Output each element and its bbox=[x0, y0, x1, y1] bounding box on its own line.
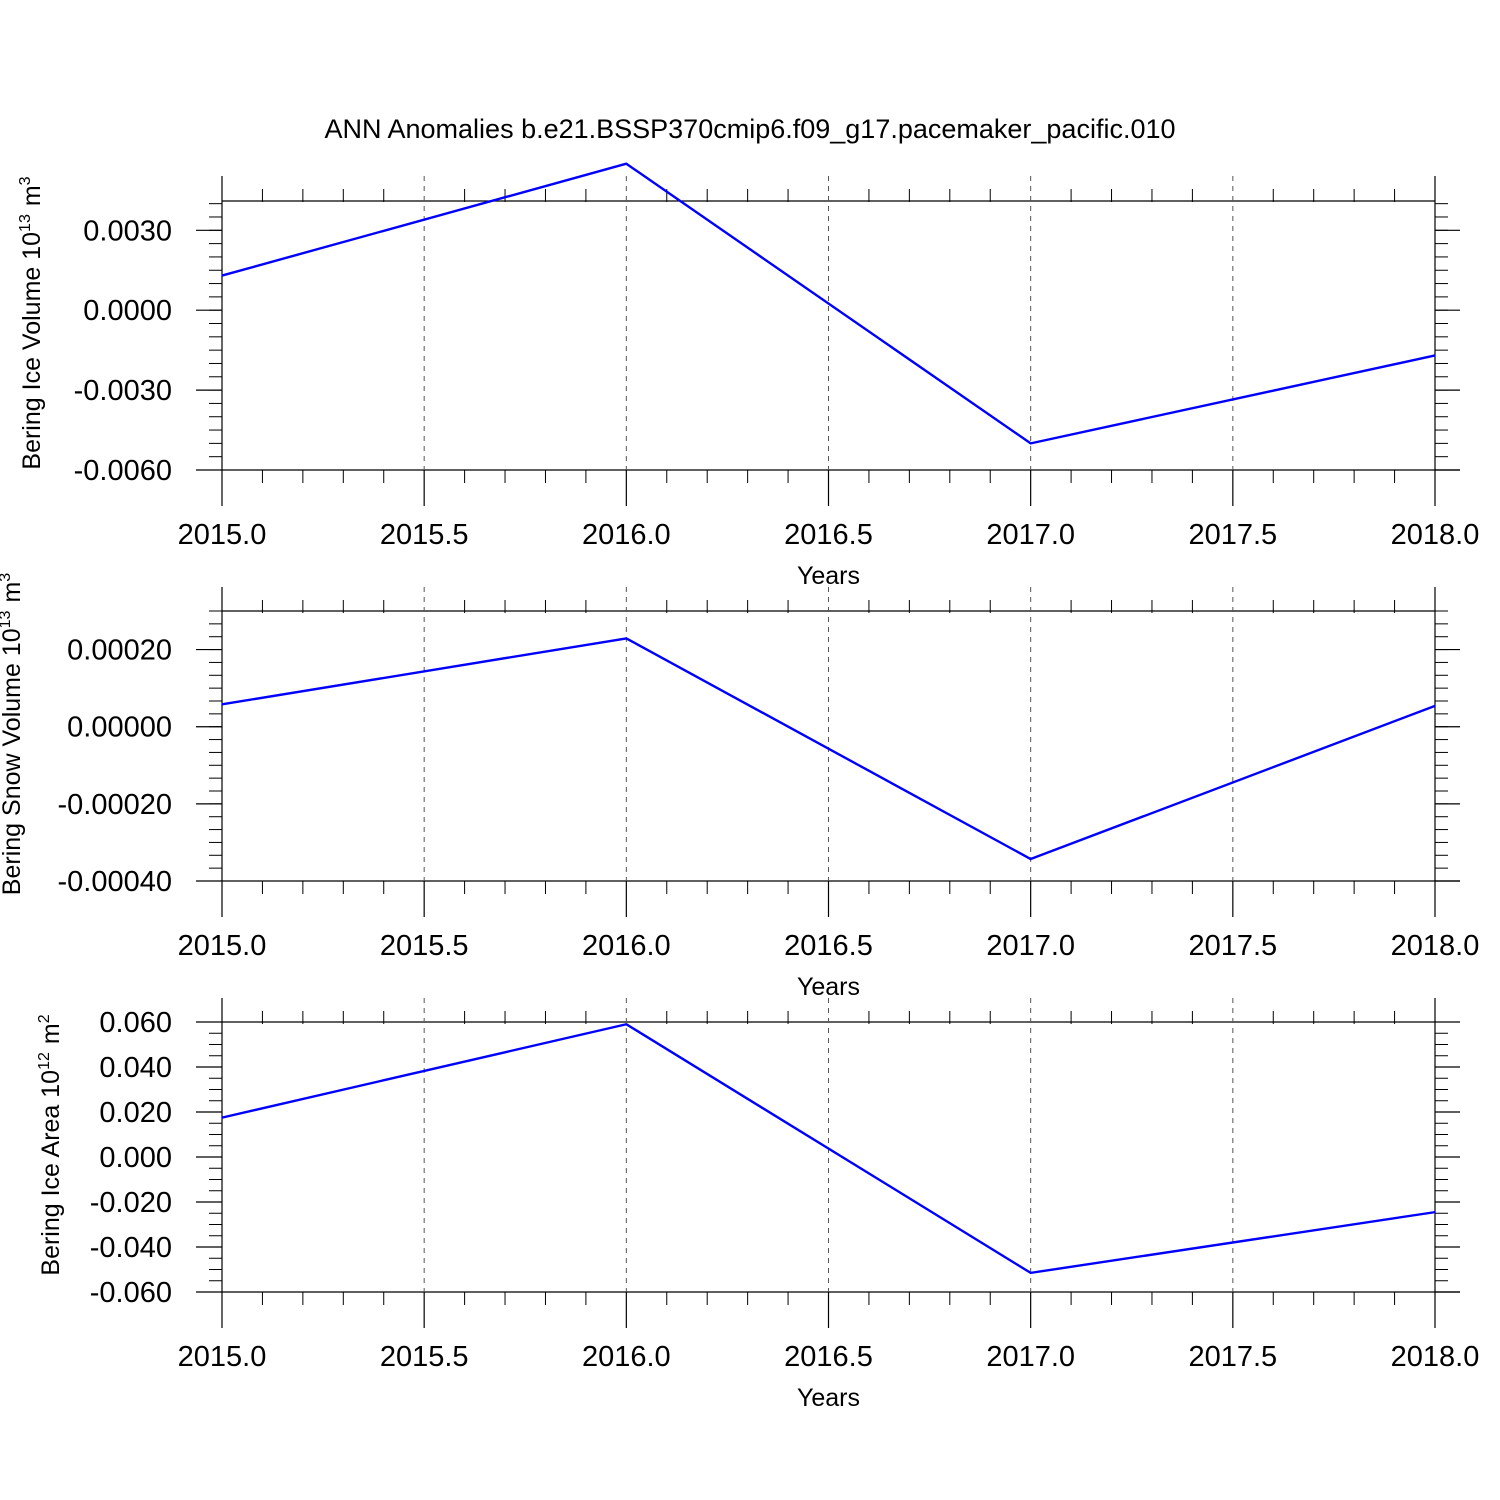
y-axis-title-ylabel-unit: m bbox=[37, 1023, 65, 1044]
x-tick-label: 2015.0 bbox=[178, 519, 267, 551]
series-line bbox=[221, 637, 1436, 861]
x-tick-label: 2017.5 bbox=[1188, 930, 1277, 962]
y-axis-title-ylabel-unit-exp: 2 bbox=[36, 1014, 53, 1023]
x-tick-label: 2016.0 bbox=[582, 1341, 671, 1373]
figure-title: ANN Anomalies b.e21.BSSP370cmip6.f09_g17… bbox=[324, 114, 1175, 144]
x-tick-label: 2017.0 bbox=[986, 519, 1075, 551]
y-axis-title: Bering Snow Volume 1013 m3 bbox=[0, 573, 26, 895]
x-tick-label: 2016.0 bbox=[582, 519, 671, 551]
y-axis-title: Bering Ice Area 1012 m2 bbox=[36, 1014, 65, 1275]
y-axis-title-ylabel: Bering Snow Volume 10 bbox=[0, 628, 26, 895]
x-tick-label: 2015.5 bbox=[380, 930, 469, 962]
y-axis-title-ylabel-unit-exp: 3 bbox=[0, 573, 14, 582]
y-tick-label: -0.060 bbox=[90, 1277, 172, 1309]
x-tick-label: 2016.5 bbox=[784, 1341, 873, 1373]
x-tick-label: 2016.0 bbox=[582, 930, 671, 962]
x-tick-label: 2018.0 bbox=[1391, 519, 1480, 551]
y-tick-label: 0.060 bbox=[99, 1007, 172, 1039]
y-tick-label: -0.00020 bbox=[58, 789, 173, 821]
series-line bbox=[221, 1023, 1436, 1275]
x-tick-label: 2017.0 bbox=[986, 930, 1075, 962]
panel-3: 2015.0 2015.5 2016.0 2016.5 2017.0 2017.5 2018… bbox=[36, 998, 1479, 1412]
x-tick-label: 2017.5 bbox=[1188, 1341, 1277, 1373]
x-tick-label: 2016.5 bbox=[784, 930, 873, 962]
y-tick-label: -0.0030 bbox=[74, 375, 172, 407]
y-tick-label: 0.00020 bbox=[67, 635, 172, 667]
panel-1: 2015.0 2015.5 2016.0 2016.5 2017.0 2017.5 2018… bbox=[17, 162, 1480, 590]
x-axis-title: Years bbox=[797, 1384, 860, 1412]
x-tick-label: 2015.0 bbox=[178, 1341, 267, 1373]
y-axis-title-ylabel-exp: 12 bbox=[36, 1052, 53, 1070]
x-axis-title: Years bbox=[797, 562, 860, 590]
x-axis-title: Years bbox=[797, 973, 860, 1001]
x-tick-label: 2017.0 bbox=[986, 1341, 1075, 1373]
x-tick-label: 2018.0 bbox=[1391, 930, 1480, 962]
panel-2: 2015.0 2015.5 2016.0 2016.5 2017.0 2017.5 2018… bbox=[0, 573, 1479, 1001]
y-tick-label: 0.0000 bbox=[83, 295, 172, 327]
y-tick-label: -0.0060 bbox=[74, 455, 172, 487]
y-axis-title-ylabel-exp: 13 bbox=[17, 214, 34, 232]
y-axis-title-ylabel-unit-exp: 3 bbox=[17, 176, 34, 185]
y-axis-title: Bering Ice Volume 1013 m3 bbox=[17, 176, 46, 469]
x-tick-label: 2015.5 bbox=[380, 519, 469, 551]
panels: 2015.0 2015.5 2016.0 2016.5 2017.0 2017.5 2018… bbox=[0, 162, 1480, 1412]
y-axis-title-ylabel-unit: m bbox=[0, 582, 26, 603]
series-line bbox=[221, 162, 1436, 445]
y-tick-label: 0.00000 bbox=[67, 712, 172, 744]
x-tick-label: 2018.0 bbox=[1391, 1341, 1480, 1373]
y-tick-label: 0.020 bbox=[99, 1097, 172, 1129]
x-tick-label: 2017.5 bbox=[1188, 519, 1277, 551]
x-tick-label: 2016.5 bbox=[784, 519, 873, 551]
y-tick-label: -0.020 bbox=[90, 1187, 172, 1219]
y-tick-label: -0.00040 bbox=[58, 866, 173, 898]
y-axis-title-ylabel-exp: 13 bbox=[0, 610, 14, 628]
y-tick-label: 0.040 bbox=[99, 1052, 172, 1084]
x-tick-label: 2015.5 bbox=[380, 1341, 469, 1373]
y-axis-title-ylabel: Bering Ice Area 10 bbox=[37, 1070, 65, 1276]
y-axis-title-ylabel: Bering Ice Volume 10 bbox=[18, 232, 46, 470]
y-tick-label: -0.040 bbox=[90, 1232, 172, 1264]
y-axis-title-ylabel-unit: m bbox=[18, 185, 46, 206]
y-tick-label: 0.000 bbox=[99, 1142, 172, 1174]
y-tick-label: 0.0030 bbox=[83, 215, 172, 247]
x-tick-label: 2015.0 bbox=[178, 930, 267, 962]
